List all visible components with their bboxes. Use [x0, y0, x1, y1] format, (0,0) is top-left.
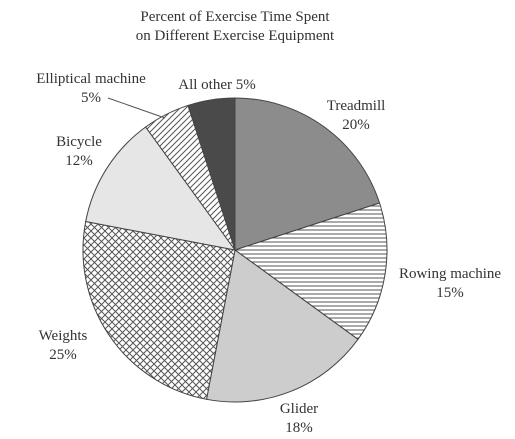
- slice-label-all-other: All other 5%: [178, 77, 255, 93]
- pie-slice-glider: [205, 249, 359, 403]
- slice-labels: Treadmill 20% Rowing machine 15% Glider 18% We…: [36, 71, 501, 436]
- slice-label-weights: Weights 25%: [39, 328, 88, 363]
- pie-slice-weights: [82, 220, 236, 400]
- slice-label-treadmill: Treadmill 20%: [327, 98, 386, 133]
- slice-label-bicycle: Bicycle 12%: [56, 134, 102, 169]
- pie-slice-bicycle: [85, 126, 237, 251]
- pie-slice-rowing-machine: [233, 202, 388, 341]
- chart-title-line-2: on Different Exercise Equipment: [136, 28, 335, 44]
- leader-line-elliptical-machine: [107, 97, 166, 119]
- slice-label-glider: Glider 18%: [280, 401, 318, 436]
- slice-label-rowing-machine: Rowing machine 15%: [399, 266, 501, 301]
- leader-lines: [107, 97, 166, 119]
- pie-slices: [82, 97, 388, 403]
- pie-slice-treadmill: [234, 97, 381, 251]
- chart-title-line-1: Percent of Exercise Time Spent: [140, 9, 330, 25]
- slice-label-elliptical-machine: Elliptical machine 5%: [36, 71, 146, 106]
- pie-slice-all-other: [187, 97, 236, 251]
